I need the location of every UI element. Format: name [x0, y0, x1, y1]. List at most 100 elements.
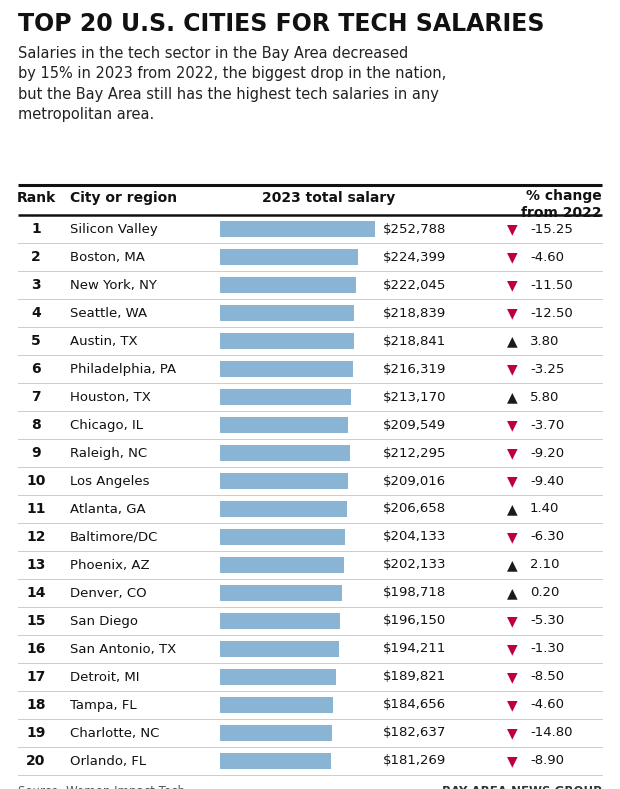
Text: ▼: ▼ [507, 754, 517, 768]
Text: ▼: ▼ [507, 222, 517, 236]
Text: TOP 20 U.S. CITIES FOR TECH SALARIES: TOP 20 U.S. CITIES FOR TECH SALARIES [18, 12, 544, 36]
Text: 11: 11 [26, 502, 46, 516]
Text: -4.60: -4.60 [530, 250, 564, 264]
Text: $218,841: $218,841 [383, 335, 446, 347]
Text: $209,016: $209,016 [383, 474, 446, 488]
Text: -12.50: -12.50 [530, 306, 573, 320]
Text: -14.80: -14.80 [530, 727, 572, 739]
Text: -11.50: -11.50 [530, 279, 573, 291]
Bar [220, 641, 339, 656]
Text: 5: 5 [31, 334, 41, 348]
Text: 8: 8 [31, 418, 41, 432]
Text: Chicago, IL: Chicago, IL [70, 418, 143, 432]
Bar [220, 669, 337, 685]
Bar [220, 389, 351, 405]
Text: Baltimore/DC: Baltimore/DC [70, 530, 158, 544]
Text: $182,637: $182,637 [383, 727, 446, 739]
Bar [220, 333, 354, 349]
Bar [220, 473, 348, 488]
Bar [220, 725, 332, 741]
Text: Los Angeles: Los Angeles [70, 474, 149, 488]
Bar [220, 697, 333, 712]
Text: New York, NY: New York, NY [70, 279, 157, 291]
Text: San Diego: San Diego [70, 615, 138, 627]
Text: -15.25: -15.25 [530, 222, 573, 235]
Text: % change
from 2022: % change from 2022 [521, 189, 602, 220]
Text: $222,045: $222,045 [383, 279, 446, 291]
Text: -3.70: -3.70 [530, 418, 564, 432]
Text: ▼: ▼ [507, 698, 517, 712]
Text: Source: Women Impact Tech: Source: Women Impact Tech [18, 785, 185, 789]
Text: 20: 20 [26, 754, 46, 768]
Bar [220, 305, 354, 320]
Text: -9.40: -9.40 [530, 474, 564, 488]
Text: 3.80: 3.80 [530, 335, 559, 347]
Text: 1: 1 [31, 222, 41, 236]
Text: $209,549: $209,549 [383, 418, 446, 432]
Text: Denver, CO: Denver, CO [70, 586, 146, 600]
Text: ▲: ▲ [507, 390, 517, 404]
Bar [220, 557, 344, 573]
Text: ▼: ▼ [507, 726, 517, 740]
Text: -8.90: -8.90 [530, 754, 564, 768]
Bar [220, 277, 356, 293]
Text: -1.30: -1.30 [530, 642, 564, 656]
Text: -4.60: -4.60 [530, 698, 564, 712]
Text: Detroit, MI: Detroit, MI [70, 671, 140, 683]
Bar [220, 753, 331, 768]
Text: ▼: ▼ [507, 418, 517, 432]
Text: ▼: ▼ [507, 306, 517, 320]
Text: Salaries in the tech sector in the Bay Area decreased
by 15% in 2023 from 2022, : Salaries in the tech sector in the Bay A… [18, 46, 446, 122]
Text: 6: 6 [31, 362, 41, 376]
Text: Boston, MA: Boston, MA [70, 250, 145, 264]
Text: 19: 19 [26, 726, 46, 740]
Text: 13: 13 [26, 558, 46, 572]
Text: ▼: ▼ [507, 642, 517, 656]
Text: $218,839: $218,839 [383, 306, 446, 320]
Text: 14: 14 [26, 586, 46, 600]
Text: 5.80: 5.80 [530, 391, 559, 403]
Text: $206,658: $206,658 [383, 503, 446, 515]
Text: $212,295: $212,295 [383, 447, 446, 459]
Text: 17: 17 [26, 670, 46, 684]
Text: $252,788: $252,788 [383, 222, 446, 235]
Text: 2023 total salary: 2023 total salary [262, 191, 396, 205]
Text: 2.10: 2.10 [530, 559, 559, 571]
Text: -3.25: -3.25 [530, 362, 564, 376]
Text: ▲: ▲ [507, 586, 517, 600]
Text: -9.20: -9.20 [530, 447, 564, 459]
Text: Austin, TX: Austin, TX [70, 335, 138, 347]
Bar [220, 529, 345, 544]
Text: 15: 15 [26, 614, 46, 628]
Text: ▲: ▲ [507, 334, 517, 348]
Text: ▼: ▼ [507, 250, 517, 264]
Text: 0.20: 0.20 [530, 586, 559, 600]
Text: San Antonio, TX: San Antonio, TX [70, 642, 176, 656]
Text: $216,319: $216,319 [383, 362, 446, 376]
Bar [220, 585, 342, 600]
Text: Rank: Rank [16, 191, 56, 205]
Text: ▼: ▼ [507, 474, 517, 488]
Text: Charlotte, NC: Charlotte, NC [70, 727, 159, 739]
Text: 18: 18 [26, 698, 46, 712]
Bar [220, 221, 375, 237]
Text: $224,399: $224,399 [383, 250, 446, 264]
Text: 3: 3 [31, 278, 41, 292]
Text: $196,150: $196,150 [383, 615, 446, 627]
Text: 7: 7 [31, 390, 41, 404]
Text: Seattle, WA: Seattle, WA [70, 306, 147, 320]
Text: 16: 16 [26, 642, 46, 656]
Text: -8.50: -8.50 [530, 671, 564, 683]
Text: -5.30: -5.30 [530, 615, 564, 627]
Bar [220, 445, 350, 461]
Text: BAY AREA NEWS GROUP: BAY AREA NEWS GROUP [442, 785, 602, 789]
Text: 12: 12 [26, 530, 46, 544]
Text: ▼: ▼ [507, 362, 517, 376]
Text: $184,656: $184,656 [383, 698, 446, 712]
Text: ▼: ▼ [507, 614, 517, 628]
Text: ▼: ▼ [507, 670, 517, 684]
Bar [220, 501, 347, 517]
Text: 1.40: 1.40 [530, 503, 559, 515]
Bar [220, 417, 348, 432]
Text: 10: 10 [26, 474, 46, 488]
